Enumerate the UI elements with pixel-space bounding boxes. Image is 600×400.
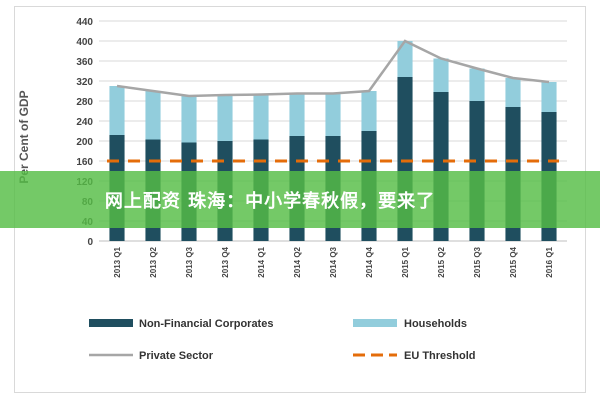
y-tick-label: 160 — [76, 157, 93, 168]
x-tick-label: 2013 Q1 — [113, 246, 122, 277]
bar-households — [397, 41, 413, 77]
overlay-text: 网上配资 珠海：中小学春秋假，要来了 — [104, 190, 436, 212]
bar-households — [253, 94, 269, 140]
bar-households — [541, 82, 557, 112]
y-tick-label: 200 — [76, 137, 93, 148]
x-tick-label: 2015 Q1 — [401, 246, 410, 277]
x-tick-label: 2015 Q4 — [509, 246, 518, 277]
bar-households — [109, 86, 125, 135]
line-private-sector — [116, 39, 550, 98]
x-tick-label: 2015 Q2 — [437, 246, 446, 277]
bar-households — [181, 96, 197, 143]
bar-households — [217, 95, 233, 141]
x-tick-label: 2015 Q3 — [473, 246, 482, 277]
legend: Non-Financial Corporates Households Priv… — [89, 318, 476, 362]
y-tick-label: 240 — [76, 117, 93, 128]
y-tick-label: 320 — [76, 77, 93, 88]
x-tick-label: 2016 Q1 — [545, 246, 554, 277]
x-tick-label: 2013 Q3 — [185, 246, 194, 277]
x-tick-label: 2014 Q4 — [365, 246, 374, 277]
x-tick-label: 2014 Q3 — [329, 246, 338, 277]
x-tick-label: 2014 Q2 — [293, 246, 302, 277]
legend-swatch-non-financial-corporates — [89, 319, 133, 327]
y-tick-label: 0 — [87, 237, 93, 248]
bar-households — [145, 91, 161, 140]
x-axis-ticks: 2013 Q1 2013 Q2 2013 Q3 2013 Q4 2014 Q1 2014 … — [113, 246, 554, 277]
x-tick-label: 2014 Q1 — [257, 246, 266, 277]
y-tick-label: 360 — [76, 57, 93, 68]
legend-label-private-sector: Private Sector — [139, 350, 214, 362]
y-axis-label: Per Cent of GDP — [17, 90, 31, 183]
bar-households — [361, 91, 377, 131]
bar-households — [505, 78, 521, 107]
y-tick-label: 400 — [76, 37, 93, 48]
overlay-banner: 网上配资 珠海：中小学春秋假，要来了 — [0, 171, 600, 228]
y-tick-label: 440 — [76, 17, 93, 28]
bar-households — [433, 58, 449, 92]
lines — [107, 39, 559, 163]
x-tick-label: 2013 Q4 — [221, 246, 230, 277]
x-tick-label: 2013 Q2 — [149, 246, 158, 277]
legend-label-eu-threshold: EU Threshold — [404, 350, 476, 362]
bar-households — [289, 93, 305, 136]
legend-swatch-households — [353, 319, 397, 327]
bar-households — [469, 68, 485, 101]
legend-label-households: Households — [404, 318, 467, 330]
y-tick-label: 280 — [76, 97, 93, 108]
legend-label-non-financial-corporates: Non-Financial Corporates — [139, 318, 273, 330]
bar-households — [325, 93, 341, 136]
